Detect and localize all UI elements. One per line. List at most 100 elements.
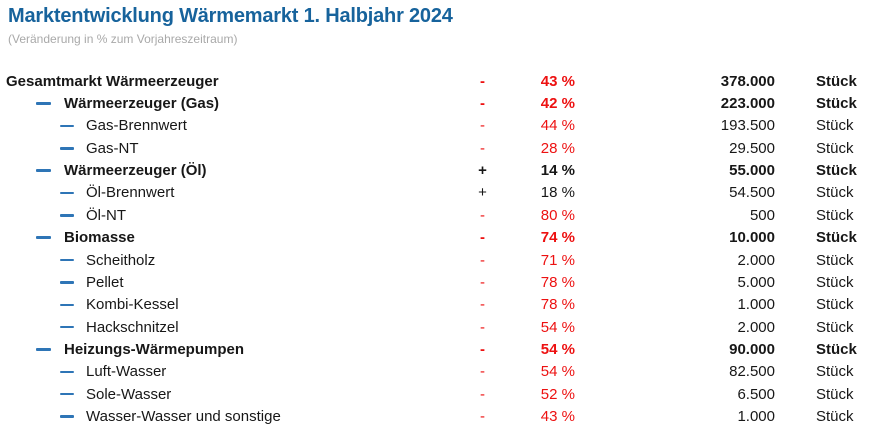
tree-dash-icon bbox=[60, 325, 74, 329]
row-unit-label: Stück bbox=[816, 296, 854, 314]
row-sign: - bbox=[480, 72, 485, 90]
row-value: 6.500 bbox=[737, 385, 775, 403]
row-sign: - bbox=[480, 318, 485, 336]
row-unit-label: Stück bbox=[816, 340, 857, 358]
row-sign: + bbox=[478, 162, 487, 180]
row-label-cell: Wasser-Wasser und sonstige bbox=[6, 408, 460, 425]
table-row: Pellet - 78 % 5.000 Stück bbox=[6, 271, 866, 293]
row-unit-label: Stück bbox=[816, 95, 857, 113]
row-label: Scheitholz bbox=[86, 251, 156, 269]
tree-dash-icon bbox=[60, 281, 74, 284]
row-label-cell: Wärmeerzeuger (Gas) bbox=[6, 95, 460, 112]
row-value: 2.000 bbox=[737, 318, 775, 336]
table-row: Gesamtmarkt Wärmeerzeuger - 43 % 378.000… bbox=[6, 70, 866, 92]
row-sign: - bbox=[480, 251, 485, 269]
row-value: 82.500 bbox=[729, 363, 775, 381]
page-title: Marktentwicklung Wärmemarkt 1. Halbjahr … bbox=[8, 5, 453, 27]
row-percent: 14 % bbox=[540, 162, 575, 180]
row-sign: - bbox=[480, 139, 485, 157]
table-row: Biomasse - 74 % 10.000 Stück bbox=[6, 227, 866, 249]
row-label-cell: Gas-Brennwert bbox=[6, 117, 460, 134]
row-percent: 54 % bbox=[540, 363, 575, 381]
row-label-cell: Scheitholz bbox=[6, 252, 460, 269]
row-value: 2.000 bbox=[737, 251, 775, 269]
tree-dash-icon bbox=[60, 191, 74, 195]
table-row: Wärmeerzeuger (Gas) - 42 % 223.000 Stück bbox=[6, 92, 866, 114]
row-label: Gas-NT bbox=[86, 139, 139, 157]
table-row: Luft-Wasser - 54 % 82.500 Stück bbox=[6, 361, 866, 383]
row-sign: - bbox=[480, 95, 485, 113]
row-unit-label: Stück bbox=[816, 273, 854, 291]
row-sign: - bbox=[480, 117, 485, 135]
row-percent: 80 % bbox=[540, 206, 575, 224]
row-label: Gas-Brennwert bbox=[86, 117, 187, 135]
row-label-cell: Gas-NT bbox=[6, 140, 460, 157]
tree-dash-icon bbox=[60, 370, 74, 374]
row-label: Öl-NT bbox=[86, 206, 126, 224]
row-label-cell: Luft-Wasser bbox=[6, 363, 460, 380]
row-label: Heizungs-Wärmepumpen bbox=[64, 340, 245, 358]
row-percent: 54 % bbox=[540, 318, 575, 336]
table-row: Kombi-Kessel - 78 % 1.000 Stück bbox=[6, 294, 866, 316]
row-percent: 43 % bbox=[540, 72, 575, 90]
row-label: Wärmeerzeuger (Gas) bbox=[64, 95, 220, 113]
row-label: Sole-Wasser bbox=[86, 385, 172, 403]
row-unit-label: Stück bbox=[816, 385, 854, 403]
row-label-cell: Öl-Brennwert bbox=[6, 184, 460, 201]
row-label: Gesamtmarkt Wärmeerzeuger bbox=[6, 72, 219, 90]
table-row: Öl-NT - 80 % 500 Stück bbox=[6, 204, 866, 226]
row-unit-label: Stück bbox=[816, 408, 854, 426]
table-row: Öl-Brennwert + 18 % 54.500 Stück bbox=[6, 182, 866, 204]
row-percent: 52 % bbox=[540, 385, 575, 403]
row-unit-label: Stück bbox=[816, 318, 854, 336]
row-label-cell: Kombi-Kessel bbox=[6, 296, 460, 313]
row-label: Kombi-Kessel bbox=[86, 296, 179, 314]
row-label: Wasser-Wasser und sonstige bbox=[86, 408, 281, 426]
row-label-cell: Biomasse bbox=[6, 229, 460, 246]
row-value: 1.000 bbox=[737, 408, 775, 426]
row-value: 223.000 bbox=[720, 95, 775, 113]
table-row: Wärmeerzeuger (Öl) + 14 % 55.000 Stück bbox=[6, 159, 866, 181]
table-row: Hackschnitzel - 54 % 2.000 Stück bbox=[6, 316, 866, 338]
row-sign: + bbox=[478, 184, 487, 202]
row-label: Öl-Brennwert bbox=[86, 184, 175, 202]
tree-dash-icon bbox=[36, 169, 51, 173]
row-value: 29.500 bbox=[729, 139, 775, 157]
table-row: Wasser-Wasser und sonstige - 43 % 1.000 … bbox=[6, 405, 866, 427]
row-value: 1.000 bbox=[737, 296, 775, 314]
row-label-cell: Pellet bbox=[6, 274, 460, 291]
row-label-cell: Hackschnitzel bbox=[6, 319, 460, 336]
row-unit-label: Stück bbox=[816, 72, 857, 90]
row-value: 500 bbox=[749, 206, 775, 224]
row-sign: - bbox=[480, 206, 485, 224]
row-percent: 78 % bbox=[540, 296, 575, 314]
row-unit-label: Stück bbox=[816, 251, 854, 269]
row-unit-label: Stück bbox=[816, 229, 857, 247]
row-label: Hackschnitzel bbox=[86, 318, 179, 336]
row-sign: - bbox=[480, 229, 485, 247]
row-unit-label: Stück bbox=[816, 363, 854, 381]
tree-dash-icon bbox=[60, 258, 74, 262]
row-value: 5.000 bbox=[737, 273, 775, 291]
row-value: 90.000 bbox=[729, 340, 775, 358]
row-value: 193.500 bbox=[720, 117, 775, 135]
row-sign: - bbox=[480, 385, 485, 403]
page-subtitle: (Veränderung in % zum Vorjahreszeitraum) bbox=[8, 32, 238, 46]
row-percent: 43 % bbox=[540, 408, 575, 426]
row-percent: 44 % bbox=[540, 117, 575, 135]
table-row: Heizungs-Wärmepumpen - 54 % 90.000 Stück bbox=[6, 338, 866, 360]
row-unit-label: Stück bbox=[816, 184, 854, 202]
row-percent: 78 % bbox=[540, 273, 575, 291]
row-percent: 42 % bbox=[540, 95, 575, 113]
row-label-cell: Sole-Wasser bbox=[6, 386, 460, 403]
tree-dash-icon bbox=[60, 147, 74, 150]
row-label: Pellet bbox=[86, 273, 124, 291]
tree-dash-icon bbox=[60, 124, 74, 128]
row-percent: 71 % bbox=[540, 251, 575, 269]
row-percent: 74 % bbox=[540, 229, 575, 247]
row-value: 378.000 bbox=[720, 72, 775, 90]
tree-dash-icon bbox=[36, 102, 51, 106]
row-label-cell: Öl-NT bbox=[6, 207, 460, 224]
row-unit-label: Stück bbox=[816, 206, 854, 224]
